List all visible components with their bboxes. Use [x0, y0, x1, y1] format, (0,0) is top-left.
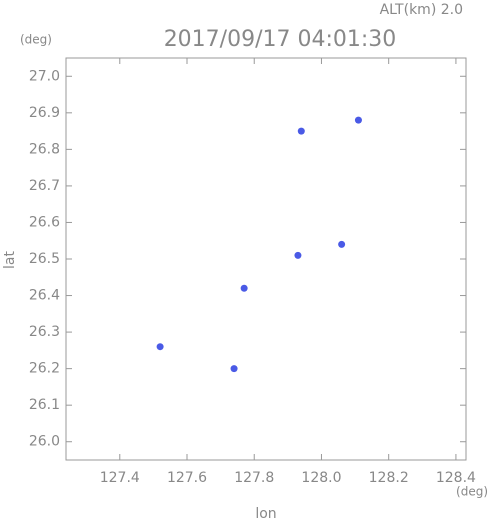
- y-tick-label: 26.8: [29, 141, 60, 157]
- echo-point: [230, 365, 238, 373]
- y-tick-label: 26.0: [29, 434, 60, 450]
- x-tick-label: 127.4: [100, 470, 140, 486]
- echo-point: [297, 127, 305, 135]
- echo-point: [294, 251, 302, 259]
- y-tick-label: 26.5: [29, 251, 60, 267]
- y-axis-label: lat: [2, 251, 18, 269]
- y-tick-label: 26.2: [29, 361, 60, 377]
- y-tick-label: 26.9: [29, 105, 60, 121]
- chart-subtitle: ALT(km) 2.0: [380, 2, 463, 18]
- x-axis-label: lon: [255, 506, 276, 521]
- x-unit: (deg): [456, 485, 488, 499]
- y-tick-label: 26.3: [29, 324, 60, 340]
- y-tick-label: 27.0: [29, 68, 60, 84]
- echo-point: [338, 240, 346, 248]
- x-tick-label: 128.4: [436, 470, 476, 486]
- x-tick-label: 128.0: [301, 470, 341, 486]
- y-tick-label: 26.6: [29, 214, 60, 230]
- echo-point: [156, 343, 164, 351]
- y-tick-label: 26.7: [29, 178, 60, 194]
- echo-point: [240, 284, 248, 292]
- x-tick-label: 127.6: [167, 470, 207, 486]
- x-tick-label: 127.8: [234, 470, 274, 486]
- plot-frame: [65, 57, 467, 461]
- chart-title: 2017/09/17 04:01:30: [164, 27, 397, 52]
- y-tick-label: 26.1: [29, 397, 60, 413]
- echo-point: [354, 116, 362, 124]
- y-tick-label: 26.4: [29, 288, 60, 304]
- x-tick-label: 128.2: [369, 470, 409, 486]
- y-unit: (deg): [20, 33, 52, 47]
